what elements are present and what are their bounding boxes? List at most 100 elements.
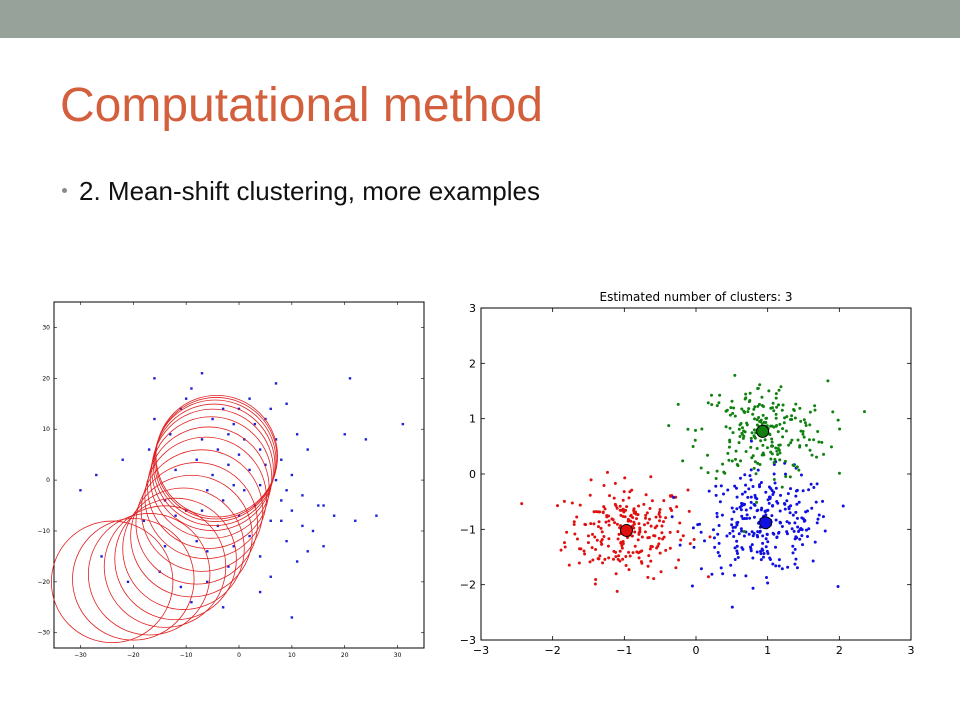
- cluster-1-point: [797, 529, 801, 533]
- cluster-0-point: [599, 526, 603, 530]
- cluster-0-point: [584, 523, 588, 527]
- cluster-1-point: [774, 564, 778, 568]
- cluster-0-point: [621, 542, 625, 546]
- cluster-0-point: [619, 540, 623, 544]
- data-point: [322, 545, 325, 548]
- cluster-0-point: [605, 470, 609, 474]
- cluster-0-point: [668, 530, 672, 534]
- cluster-2-point: [710, 403, 714, 407]
- data-point: [264, 463, 267, 467]
- cluster-1-point: [728, 531, 732, 535]
- cluster-0-point: [607, 523, 611, 527]
- data-point: [221, 499, 225, 502]
- cluster-2-point: [762, 420, 766, 424]
- cluster-2-point: [775, 449, 779, 453]
- cluster-1-point: [745, 513, 749, 517]
- shift-circle: [122, 487, 245, 610]
- cluster-1-point: [795, 502, 799, 506]
- data-point: [253, 422, 257, 426]
- cluster-1-point: [786, 565, 790, 569]
- data-point: [174, 468, 177, 472]
- cluster-0-point: [646, 521, 650, 525]
- cluster-1-point: [799, 473, 803, 477]
- cluster-0-point: [626, 517, 630, 521]
- cluster-2-point: [817, 440, 821, 444]
- cluster-2-point: [808, 410, 812, 414]
- cluster-2-point: [728, 426, 732, 430]
- cluster-2-point: [724, 409, 728, 413]
- cluster-1-point: [791, 544, 795, 548]
- cluster-0-point: [591, 532, 595, 536]
- cluster-1-point: [772, 472, 776, 476]
- cluster-0-point: [637, 504, 641, 508]
- bullet-dot-icon: [62, 187, 67, 193]
- cluster-2-point: [753, 436, 757, 440]
- data-point: [190, 387, 193, 390]
- x-tick-label: −3: [473, 644, 489, 657]
- cluster-0-point: [676, 530, 680, 534]
- cluster-1-point: [783, 507, 787, 511]
- cluster-2-point: [796, 438, 800, 442]
- cluster-1-point: [735, 495, 739, 499]
- cluster-0-point: [637, 532, 641, 536]
- cluster-0-point: [629, 519, 633, 523]
- data-point: [216, 448, 220, 451]
- cluster-1-point: [777, 531, 781, 535]
- cluster-1-point: [744, 483, 748, 487]
- cluster-0-point: [662, 535, 666, 539]
- cluster-1-point: [756, 508, 760, 512]
- cluster-1-point: [756, 468, 760, 472]
- cluster-1-point: [714, 484, 718, 488]
- cluster-1-point: [783, 502, 787, 506]
- cluster-1-point: [725, 534, 729, 538]
- cluster-0-point: [592, 522, 596, 526]
- cluster-2-point: [838, 427, 842, 431]
- cluster-0-point: [625, 505, 629, 509]
- cluster-1-point: [692, 545, 696, 549]
- x-tick-label: 0: [693, 644, 700, 657]
- cluster-1-point: [771, 493, 775, 497]
- cluster-0-point: [617, 532, 621, 536]
- data-point: [274, 478, 278, 482]
- cluster-1-point: [807, 527, 811, 531]
- cluster-0-point: [646, 536, 650, 540]
- cluster-2-point: [744, 392, 748, 396]
- y-tick-label: −3: [460, 634, 476, 647]
- cluster-0-point: [623, 515, 627, 519]
- cluster-1-point: [783, 472, 787, 476]
- cluster-1-point: [758, 529, 762, 533]
- cluster-2-point: [732, 406, 736, 410]
- cluster-2-point: [820, 440, 824, 444]
- cluster-1-point: [795, 516, 799, 520]
- cluster-2-point: [700, 427, 704, 431]
- cluster-2-point: [771, 401, 775, 405]
- shift-circle: [114, 497, 237, 621]
- cluster-2-point: [780, 408, 784, 412]
- cluster-0-point: [668, 494, 672, 498]
- data-point: [232, 422, 235, 426]
- cluster-0-point: [586, 534, 590, 538]
- data-point: [126, 580, 130, 584]
- cluster-0-point: [660, 524, 664, 528]
- cluster-2-point: [781, 403, 785, 407]
- cluster-0-point: [706, 575, 710, 579]
- cluster-0-point: [621, 498, 625, 502]
- cluster-1-point: [707, 489, 711, 493]
- data-point: [221, 606, 225, 609]
- cluster-1-point: [729, 563, 733, 567]
- cluster-1-point: [726, 488, 730, 492]
- cluster-2-point: [717, 401, 721, 405]
- cluster-1-point: [740, 492, 744, 496]
- data-point: [258, 590, 262, 594]
- cluster-2-point: [780, 485, 784, 489]
- cluster-0-point: [614, 550, 618, 554]
- shift-circle: [155, 397, 278, 520]
- cluster-2-point: [799, 419, 803, 423]
- shift-circle: [152, 403, 276, 527]
- cluster-0-point: [628, 554, 632, 558]
- cluster-1-point: [817, 513, 821, 517]
- cluster-2-point: [706, 401, 710, 405]
- data-point: [343, 433, 346, 436]
- cluster-1-point: [816, 517, 820, 521]
- cluster-1-point: [752, 502, 756, 506]
